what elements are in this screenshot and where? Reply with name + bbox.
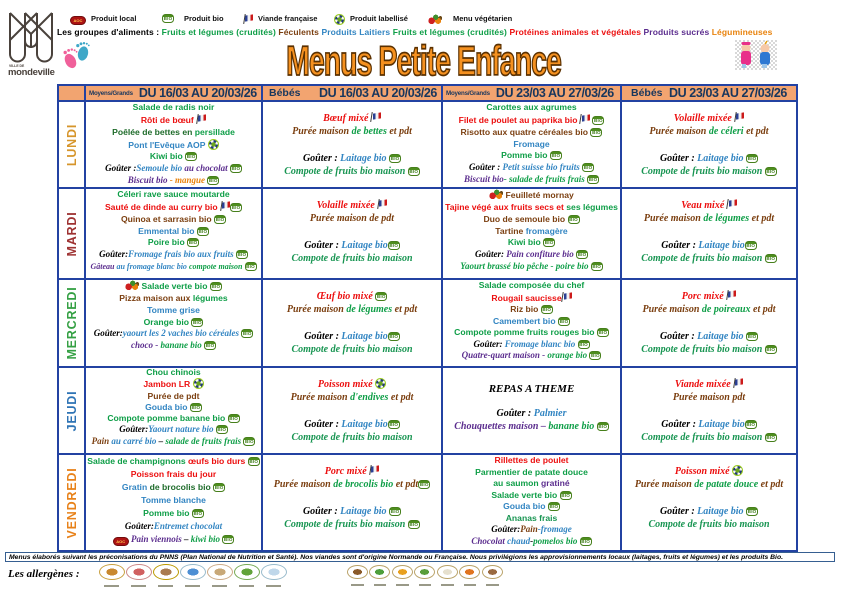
- svg-text:VILLE DE: VILLE DE: [9, 64, 25, 68]
- svg-text:mondeville: mondeville: [8, 67, 55, 77]
